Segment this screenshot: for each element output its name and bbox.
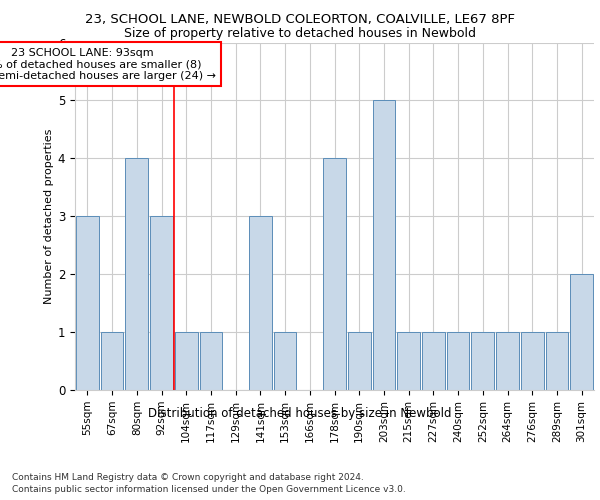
Bar <box>150 216 173 390</box>
Bar <box>200 332 222 390</box>
Bar <box>545 332 568 390</box>
Bar <box>447 332 469 390</box>
Bar <box>397 332 420 390</box>
Bar <box>175 332 197 390</box>
Bar <box>323 158 346 390</box>
Y-axis label: Number of detached properties: Number of detached properties <box>44 128 53 304</box>
Bar <box>521 332 544 390</box>
Text: Size of property relative to detached houses in Newbold: Size of property relative to detached ho… <box>124 28 476 40</box>
Text: Distribution of detached houses by size in Newbold: Distribution of detached houses by size … <box>148 408 452 420</box>
Bar <box>76 216 99 390</box>
Bar <box>496 332 519 390</box>
Bar <box>570 274 593 390</box>
Bar <box>373 100 395 390</box>
Bar <box>249 216 272 390</box>
Bar <box>101 332 124 390</box>
Text: Contains public sector information licensed under the Open Government Licence v3: Contains public sector information licen… <box>12 485 406 494</box>
Text: Contains HM Land Registry data © Crown copyright and database right 2024.: Contains HM Land Registry data © Crown c… <box>12 472 364 482</box>
Bar <box>348 332 371 390</box>
Text: 23, SCHOOL LANE, NEWBOLD COLEORTON, COALVILLE, LE67 8PF: 23, SCHOOL LANE, NEWBOLD COLEORTON, COAL… <box>85 12 515 26</box>
Bar <box>274 332 296 390</box>
Bar <box>125 158 148 390</box>
Bar <box>422 332 445 390</box>
Text: 23 SCHOOL LANE: 93sqm
← 25% of detached houses are smaller (8)
75% of semi-detac: 23 SCHOOL LANE: 93sqm ← 25% of detached … <box>0 48 216 81</box>
Bar <box>472 332 494 390</box>
